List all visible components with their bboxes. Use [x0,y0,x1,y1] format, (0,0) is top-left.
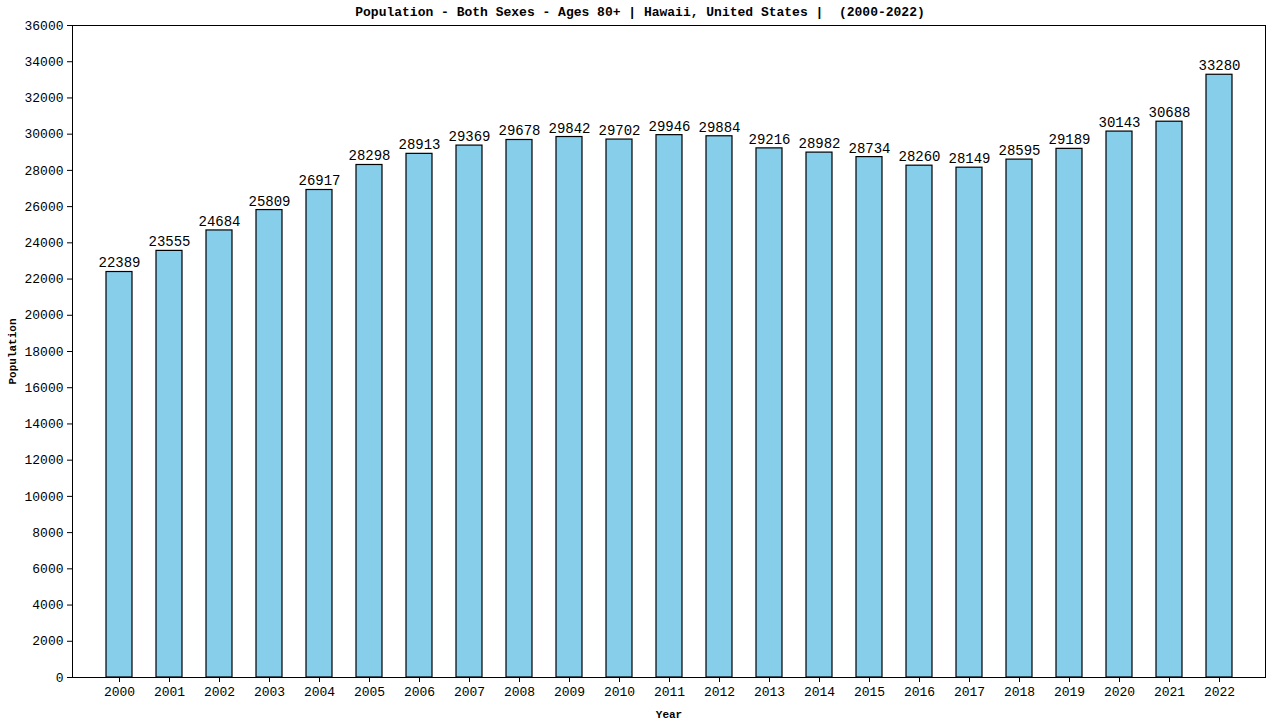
svg-text:2019: 2019 [1054,685,1085,700]
svg-text:2014: 2014 [804,685,835,700]
svg-text:32000: 32000 [24,91,63,106]
svg-text:29216: 29216 [748,132,790,148]
svg-text:29884: 29884 [698,120,740,136]
svg-text:28149: 28149 [948,151,990,167]
svg-text:12000: 12000 [24,453,63,468]
svg-text:2018: 2018 [1004,685,1035,700]
svg-text:29678: 29678 [498,123,540,139]
svg-text:29189: 29189 [1048,132,1090,148]
svg-text:2017: 2017 [954,685,985,700]
svg-text:29369: 29369 [448,129,490,145]
svg-text:Year: Year [656,709,682,720]
svg-text:22389: 22389 [98,255,140,271]
svg-text:26917: 26917 [298,173,340,189]
html-text:Population - Both Sexes - Ages: Population - Both Sexes - Ages 80+ | Haw… [355,5,925,20]
svg-text:2007: 2007 [454,685,485,700]
svg-text:Population: Population [7,318,19,384]
svg-text:29702: 29702 [598,123,640,139]
svg-text:2011: 2011 [654,685,685,700]
svg-text:29946: 29946 [648,119,690,135]
svg-text:34000: 34000 [24,55,63,70]
svg-text:2021: 2021 [1154,685,1185,700]
svg-text:2016: 2016 [904,685,935,700]
svg-text:2006: 2006 [404,685,435,700]
svg-text:2010: 2010 [604,685,635,700]
svg-text:28298: 28298 [348,148,390,164]
svg-text:8000: 8000 [32,526,63,541]
svg-text:2012: 2012 [704,685,735,700]
svg-text:28260: 28260 [898,149,940,165]
svg-text:0: 0 [56,671,64,686]
svg-text:2000: 2000 [104,685,135,700]
svg-text:2022: 2022 [1204,685,1235,700]
svg-text:2003: 2003 [254,685,285,700]
svg-text:20000: 20000 [24,308,63,323]
svg-text:6000: 6000 [32,562,63,577]
svg-text:2005: 2005 [354,685,385,700]
svg-text:23555: 23555 [148,234,190,250]
svg-text:24000: 24000 [24,236,63,251]
svg-text:2004: 2004 [304,685,335,700]
svg-text:26000: 26000 [24,200,63,215]
svg-text:30143: 30143 [1098,115,1140,131]
svg-text:2020: 2020 [1104,685,1135,700]
svg-text:4000: 4000 [32,598,63,613]
svg-text:16000: 16000 [24,381,63,396]
svg-text:30000: 30000 [24,127,63,142]
svg-text:28913: 28913 [398,137,440,153]
svg-text:18000: 18000 [24,345,63,360]
svg-text:10000: 10000 [24,490,63,505]
svg-text:2000: 2000 [32,634,63,649]
svg-text:28982: 28982 [798,136,840,152]
svg-text:28000: 28000 [24,164,63,179]
svg-text:2009: 2009 [554,685,585,700]
svg-text:25809: 25809 [248,194,290,210]
svg-text:22000: 22000 [24,272,63,287]
svg-text:2002: 2002 [204,685,235,700]
svg-text:2001: 2001 [154,685,185,700]
svg-text:28595: 28595 [998,143,1040,159]
svg-text:28734: 28734 [848,141,890,157]
svg-text:33280: 33280 [1198,58,1240,74]
svg-text:30688: 30688 [1148,105,1190,121]
svg-text:29842: 29842 [548,121,590,137]
svg-text:2015: 2015 [854,685,885,700]
svg-text:2008: 2008 [504,685,535,700]
svg-text:14000: 14000 [24,417,63,432]
svg-text:2013: 2013 [754,685,785,700]
svg-text:24684: 24684 [198,214,240,230]
svg-text:36000: 36000 [24,20,63,34]
